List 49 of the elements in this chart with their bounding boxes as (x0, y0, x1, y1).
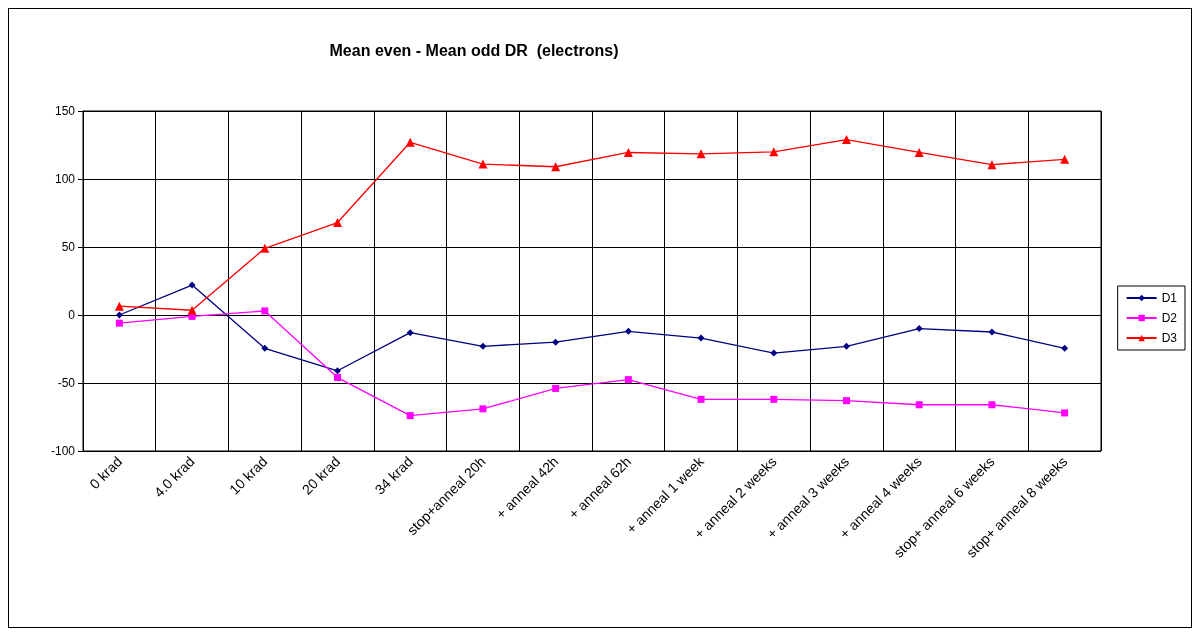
point (987, 160, 997, 170)
point (188, 281, 196, 289)
point (696, 149, 706, 159)
legend-label: D3 (1161, 331, 1178, 345)
point (479, 405, 487, 413)
point (333, 218, 342, 228)
point (915, 401, 923, 409)
point (914, 147, 924, 157)
chart-title: Mean even - Mean odd DR (electrons) (329, 41, 619, 59)
point (915, 325, 923, 333)
point (843, 342, 850, 350)
point (334, 374, 341, 382)
point (770, 395, 778, 403)
y-tick-label: -50 (57, 376, 76, 390)
point (261, 307, 269, 315)
point (405, 137, 415, 147)
point (623, 147, 633, 157)
y-tick-label: 150 (54, 104, 76, 118)
point (988, 328, 996, 336)
point (697, 334, 705, 342)
point (187, 305, 197, 315)
point (552, 384, 560, 392)
point (334, 367, 341, 375)
y-tick-label: 0 (68, 308, 76, 322)
y-tick-label: 100 (54, 172, 76, 186)
point (842, 135, 851, 145)
point (261, 344, 269, 352)
point (770, 349, 778, 357)
point (1060, 154, 1070, 164)
point (1061, 344, 1069, 352)
point (115, 319, 123, 327)
point (260, 243, 270, 253)
point (478, 159, 488, 169)
point (624, 376, 632, 384)
y-tick-label: -100 (50, 444, 76, 458)
legend-label: D2 (1161, 311, 1178, 325)
point (624, 327, 632, 335)
point (843, 397, 850, 405)
y-tick-label: 50 (61, 240, 76, 254)
point (114, 301, 124, 311)
point (479, 342, 487, 350)
legend-label: D1 (1161, 291, 1178, 305)
point (1061, 409, 1069, 417)
point (988, 401, 996, 409)
point (406, 329, 414, 337)
point (406, 412, 414, 420)
point (552, 338, 560, 346)
point (697, 395, 705, 403)
point (115, 311, 123, 319)
